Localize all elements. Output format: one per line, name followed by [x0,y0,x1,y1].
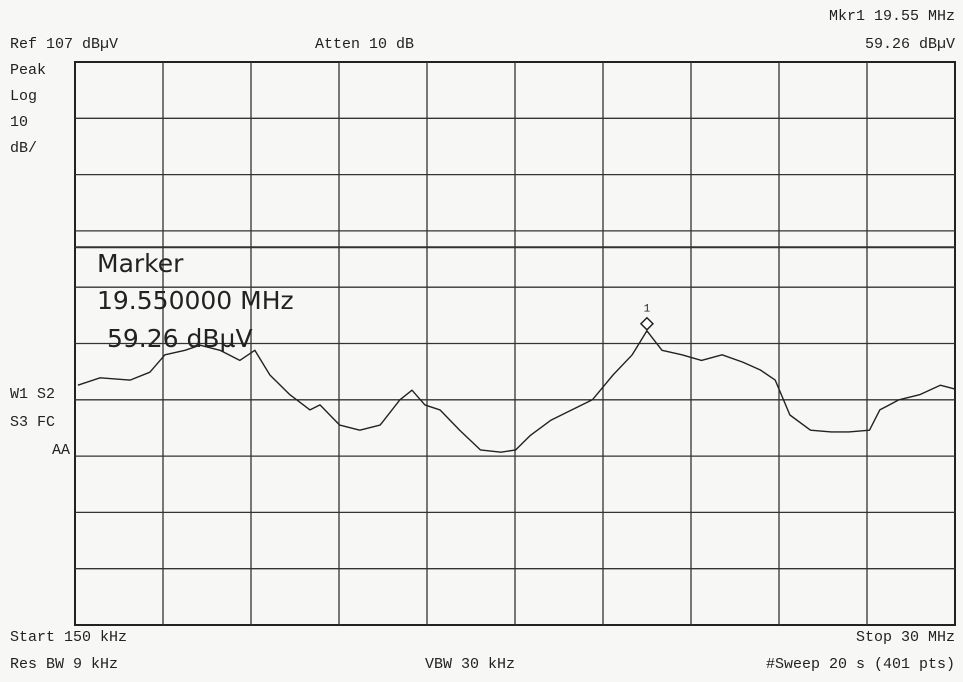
marker-level: 59.26 dBµV [865,36,955,53]
detector: Peak [10,62,46,79]
resolution-bandwidth: Res BW 9 kHz [10,656,118,673]
scale-value: 10 [10,114,28,131]
trace-mode: W1 S2 [10,386,55,403]
video-bandwidth: VBW 30 kHz [425,656,515,673]
stop-frequency: Stop 30 MHz [856,629,955,646]
marker-box-title: Marker [97,249,184,278]
marker-frequency: Mkr1 19.55 MHz [829,8,955,25]
sweep-info: #Sweep 20 s (401 pts) [766,656,955,673]
scale-unit: dB/ [10,140,37,157]
marker-box-frequency: 19.550000 MHz [97,286,294,315]
grid [75,62,955,625]
scale-type: Log [10,88,37,105]
attenuation: Atten 10 dB [315,36,414,53]
marker-box-level: 59.26 dBµV [107,324,253,353]
start-frequency: Start 150 kHz [10,629,127,646]
trace-mode: S3 FC [10,414,55,431]
marker-diamond [639,316,654,331]
marker-number: 1 [644,304,651,316]
trace [77,330,956,453]
ref-level: Ref 107 dBµV [10,36,118,53]
trace-mode: AA [52,442,70,459]
